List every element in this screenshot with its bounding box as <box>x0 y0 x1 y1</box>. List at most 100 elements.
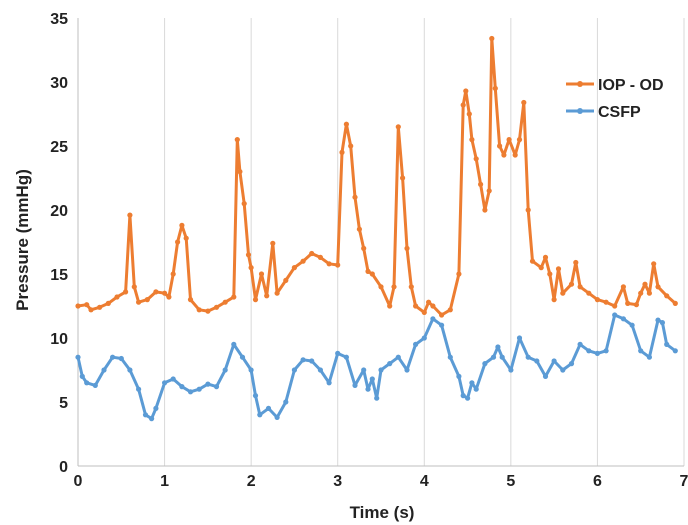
legend-label-csfp: CSFP <box>598 104 641 121</box>
data-point-iop <box>175 239 181 245</box>
data-point-csfp <box>309 358 315 364</box>
data-point-iop <box>638 290 644 296</box>
data-point-csfp <box>79 373 85 379</box>
data-point-iop <box>439 312 445 318</box>
data-point-iop <box>183 235 189 241</box>
data-point-iop <box>97 304 103 310</box>
data-point-iop <box>447 307 453 313</box>
data-point-iop <box>594 297 601 303</box>
data-point-iop <box>547 271 553 277</box>
data-point-iop <box>482 207 488 213</box>
data-point-iop <box>378 284 384 290</box>
data-point-csfp <box>248 367 254 373</box>
data-point-iop <box>568 281 575 287</box>
data-point-iop <box>245 252 252 258</box>
data-point-iop <box>391 284 397 290</box>
data-point-csfp <box>222 367 228 373</box>
data-point-iop <box>408 284 414 290</box>
data-point-iop <box>365 268 371 274</box>
data-point-iop <box>166 294 172 300</box>
data-point-iop <box>75 303 81 309</box>
data-point-csfp <box>283 399 289 405</box>
data-point-iop <box>144 297 150 303</box>
data-point-csfp <box>612 312 618 318</box>
data-point-csfp <box>365 386 371 392</box>
data-point-iop <box>421 309 427 315</box>
data-point-csfp <box>568 361 575 367</box>
data-point-csfp <box>542 373 549 379</box>
data-point-iop <box>542 254 549 260</box>
data-point-iop <box>400 175 406 181</box>
data-point-csfp <box>75 354 81 360</box>
data-point-iop <box>309 250 315 257</box>
data-point-iop <box>506 137 512 143</box>
series-csfp <box>75 312 678 422</box>
data-point-iop <box>234 137 240 143</box>
data-point-iop <box>136 299 142 305</box>
data-point-iop <box>642 281 648 287</box>
data-point-iop <box>395 124 401 130</box>
data-point-csfp <box>369 376 375 382</box>
data-point-csfp <box>92 382 98 388</box>
data-point-iop <box>348 143 354 149</box>
data-point-iop <box>252 297 259 303</box>
data-point-iop <box>356 226 362 232</box>
y-tick-label: 0 <box>59 459 68 476</box>
data-point-iop <box>270 240 276 246</box>
data-point-csfp <box>335 350 341 356</box>
data-point-iop <box>317 254 323 260</box>
data-point-csfp <box>317 367 323 373</box>
y-tick-label: 5 <box>59 395 68 412</box>
data-point-csfp <box>620 316 627 322</box>
data-point-csfp <box>534 358 540 364</box>
data-point-iop <box>573 259 579 266</box>
data-point-iop <box>655 284 661 290</box>
data-point-csfp <box>447 354 453 360</box>
data-point-iop <box>664 293 670 299</box>
data-point-csfp <box>560 367 566 373</box>
data-point-iop <box>651 261 657 267</box>
data-point-iop <box>222 299 228 305</box>
series-line-iop <box>77 37 677 317</box>
y-tick-label: 25 <box>50 139 68 156</box>
data-point-csfp <box>101 367 107 373</box>
data-point-csfp <box>655 317 661 323</box>
data-point-iop <box>512 152 518 158</box>
data-point-csfp <box>594 350 601 356</box>
data-point-csfp <box>231 341 237 347</box>
data-point-csfp <box>149 416 155 422</box>
data-point-csfp <box>465 395 471 401</box>
data-point-csfp <box>136 386 142 392</box>
data-point-iop <box>603 299 609 305</box>
data-point-csfp <box>629 322 635 328</box>
data-point-iop <box>326 261 332 267</box>
tick-label-layer: 0 1 2 3 4 5 6 7 0 5 10 15 20 25 30 35 <box>50 11 688 490</box>
data-point-csfp <box>490 354 497 360</box>
x-tick-label: 0 <box>74 473 83 490</box>
data-point-iop <box>521 99 527 106</box>
data-point-csfp <box>118 355 124 362</box>
data-point-iop <box>153 289 159 295</box>
data-point-csfp <box>516 335 523 341</box>
data-point-iop <box>525 207 531 213</box>
data-point-csfp <box>343 354 349 360</box>
data-point-iop <box>187 297 194 303</box>
data-point-csfp <box>421 335 427 341</box>
data-point-iop <box>123 289 129 295</box>
data-point-iop <box>283 277 289 283</box>
data-point-csfp <box>142 412 149 418</box>
data-point-iop <box>612 303 618 309</box>
data-point-iop <box>486 188 492 194</box>
data-point-csfp <box>430 316 436 322</box>
data-point-csfp <box>257 412 263 418</box>
data-point-csfp <box>495 344 501 350</box>
data-point-iop <box>426 299 432 305</box>
series-line-csfp <box>76 313 677 421</box>
data-point-iop <box>489 35 495 42</box>
data-point-csfp <box>213 384 220 390</box>
data-point-iop <box>105 300 111 306</box>
data-point-iop <box>551 297 557 303</box>
data-point-iop <box>633 302 640 308</box>
data-point-iop <box>335 262 341 268</box>
